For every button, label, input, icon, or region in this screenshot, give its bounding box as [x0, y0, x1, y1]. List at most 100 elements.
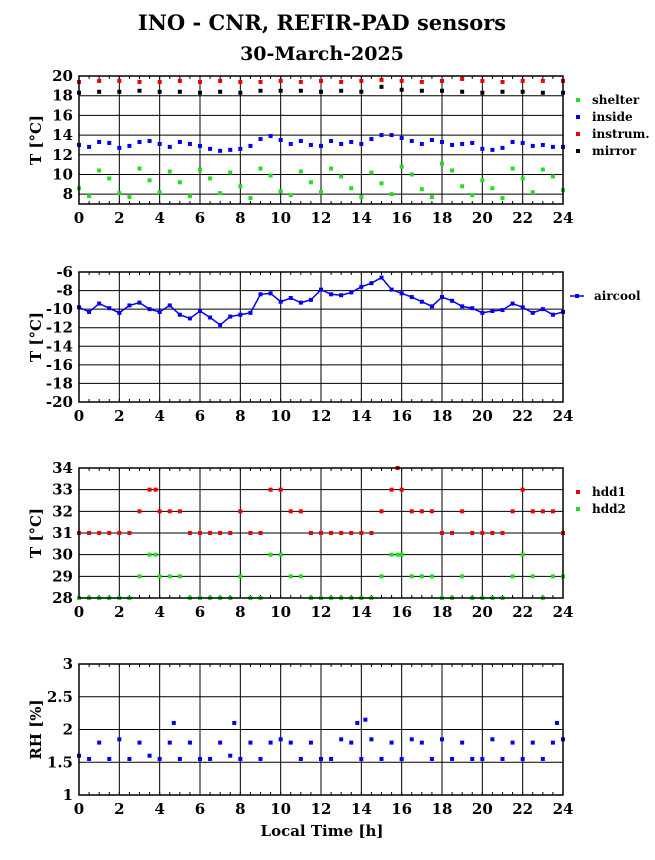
- data-point: [480, 756, 485, 761]
- data-point: [127, 531, 132, 535]
- data-point: [339, 141, 344, 146]
- data-point: [177, 312, 182, 317]
- data-point: [409, 574, 414, 579]
- data-point: [278, 78, 283, 83]
- x-tick-label: 20: [472, 800, 493, 818]
- data-point: [520, 78, 525, 83]
- y-tick-label: 3: [63, 655, 73, 673]
- data-point: [490, 531, 495, 535]
- data-point: [339, 737, 344, 742]
- data-point: [238, 90, 243, 95]
- data-point: [248, 143, 253, 148]
- x-tick-label: 2: [114, 407, 124, 425]
- data-point: [520, 552, 525, 557]
- data-point: [369, 170, 374, 175]
- data-point: [530, 143, 535, 148]
- data-point: [87, 309, 92, 314]
- data-point: [248, 531, 253, 535]
- data-point: [530, 310, 535, 315]
- data-point: [399, 78, 404, 83]
- legend-label: aircool: [594, 289, 641, 303]
- data-point: [530, 509, 535, 514]
- data-point: [268, 291, 273, 296]
- x-tick-label: 16: [391, 209, 412, 227]
- data-point: [278, 487, 283, 492]
- data-point: [298, 756, 303, 761]
- data-point: [248, 196, 253, 201]
- x-tick-label: 4: [154, 800, 164, 818]
- data-point: [238, 574, 243, 579]
- x-tick-label: 0: [74, 209, 84, 227]
- data-point: [399, 164, 404, 169]
- data-point: [339, 531, 344, 535]
- data-point: [359, 141, 364, 146]
- data-point: [349, 186, 354, 191]
- x-tick-label: 0: [74, 407, 84, 425]
- data-point: [319, 190, 323, 195]
- data-point: [147, 307, 152, 312]
- data-point: [137, 88, 142, 93]
- y-tick-label: 29: [52, 567, 73, 585]
- data-point: [238, 312, 243, 317]
- data-point: [218, 531, 223, 535]
- data-point: [288, 141, 293, 146]
- x-tick-label: 12: [311, 209, 332, 227]
- y-tick-label: -18: [46, 374, 73, 392]
- x-tick-label: 24: [553, 209, 574, 227]
- data-point: [208, 176, 213, 181]
- data-point: [500, 89, 505, 94]
- x-tick-label: 18: [432, 209, 453, 227]
- data-point: [97, 531, 102, 535]
- x-tick-label: 16: [391, 800, 412, 818]
- legend-swatch: [575, 294, 579, 298]
- data-point: [500, 531, 505, 535]
- data-point: [288, 296, 293, 300]
- data-point: [369, 281, 374, 286]
- legend-swatch: [576, 115, 580, 119]
- data-point: [308, 142, 313, 147]
- data-point: [288, 574, 293, 579]
- data-point: [450, 756, 455, 761]
- data-point: [137, 79, 142, 84]
- x-tick-label: 2: [114, 800, 124, 818]
- data-point: [450, 168, 455, 173]
- data-point: [460, 304, 465, 309]
- data-point: [319, 89, 323, 94]
- data-point: [520, 140, 525, 145]
- x-tick-label: 12: [311, 800, 332, 818]
- data-point: [554, 720, 559, 725]
- data-point: [440, 737, 444, 742]
- data-point: [187, 141, 192, 146]
- data-point: [258, 88, 263, 93]
- data-point: [137, 166, 142, 171]
- data-point: [319, 143, 323, 148]
- y-tick-label: 18: [52, 87, 73, 105]
- x-tick-label: 18: [432, 800, 453, 818]
- data-point: [107, 756, 112, 761]
- data-point: [238, 79, 243, 84]
- data-point: [369, 737, 374, 742]
- data-point: [329, 166, 334, 171]
- data-point: [137, 574, 142, 579]
- x-tick-label: 8: [235, 209, 245, 227]
- data-point: [419, 299, 424, 304]
- x-tick-label: 4: [154, 407, 164, 425]
- x-tick-label: 24: [553, 407, 574, 425]
- data-point: [117, 89, 122, 94]
- data-point: [460, 76, 465, 81]
- x-tick-label: 2: [114, 603, 124, 621]
- data-point: [288, 740, 293, 745]
- data-point: [97, 78, 102, 83]
- y-tick-label: 32: [52, 502, 73, 520]
- legend-swatch: [576, 98, 580, 102]
- data-point: [117, 191, 122, 196]
- data-point: [540, 756, 545, 761]
- data-point: [363, 717, 368, 722]
- data-point: [359, 531, 364, 535]
- series-mirror: [77, 84, 565, 95]
- data-point: [107, 140, 112, 145]
- data-point: [177, 509, 182, 514]
- data-point: [349, 139, 354, 144]
- data-point: [177, 180, 182, 185]
